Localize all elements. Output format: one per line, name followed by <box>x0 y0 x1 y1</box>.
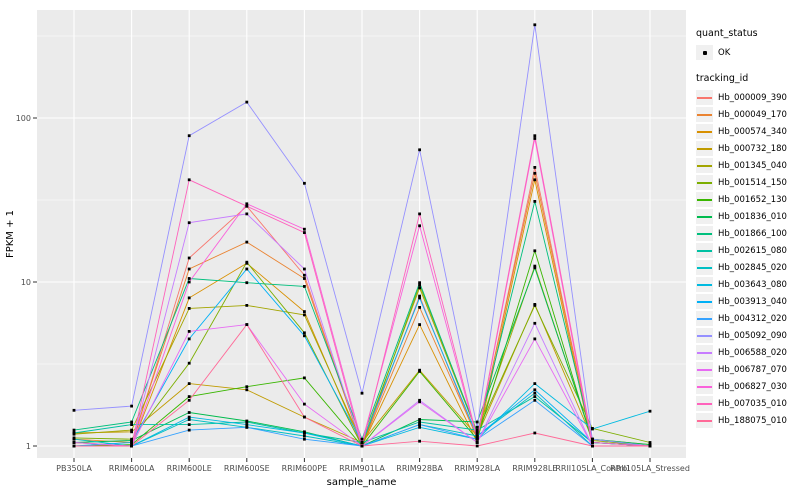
x-tick-label: RRIM600SE <box>224 464 270 473</box>
x-tick-label: RRIM600LE <box>167 464 212 473</box>
legend-label: Hb_006588_020 <box>718 347 787 358</box>
legend-item-Hb_006787_070: Hb_006787_070 <box>696 361 800 378</box>
y-axis-title: FPKM + 1 <box>5 210 16 258</box>
legend-label: Hb_001866_100 <box>718 228 787 239</box>
legend-label: Hb_000574_340 <box>718 126 787 137</box>
y-tick-label: 1 <box>26 442 31 451</box>
legend-tracking-id-items: Hb_000009_390 Hb_000049_170 Hb_000574_340 H… <box>696 89 800 429</box>
legend-label: Hb_003913_040 <box>718 296 787 307</box>
legend-label: Hb_001345_040 <box>718 160 787 171</box>
legend-line-swatch <box>696 90 713 105</box>
legend-label: Hb_002845_020 <box>718 262 787 273</box>
legend-label-ok: OK <box>718 47 731 58</box>
legend-item-Hb_003643_080: Hb_003643_080 <box>696 276 800 293</box>
legend-item-Hb_001836_010: Hb_001836_010 <box>696 208 800 225</box>
legend-item-Hb_006827_030: Hb_006827_030 <box>696 378 800 395</box>
legend-item-Hb_000574_340: Hb_000574_340 <box>696 123 800 140</box>
legend-item-Hb_000732_180: Hb_000732_180 <box>696 140 800 157</box>
legend-label: Hb_003643_080 <box>718 279 787 290</box>
legend-line-swatch <box>696 413 713 428</box>
legend-line-swatch <box>696 396 713 411</box>
legend-item-Hb_001652_130: Hb_001652_130 <box>696 191 800 208</box>
legend-line-swatch <box>696 277 713 292</box>
x-tick-label: RRIM928BA <box>396 464 443 473</box>
legend-line-swatch <box>696 141 713 156</box>
legend-label: Hb_005092_090 <box>718 330 787 341</box>
legend-label: Hb_001836_010 <box>718 211 787 222</box>
legend-item-Hb_005092_090: Hb_005092_090 <box>696 327 800 344</box>
legend-line-swatch <box>696 107 713 122</box>
legend-label: Hb_007035_010 <box>718 398 787 409</box>
legend-label: Hb_001652_130 <box>718 194 787 205</box>
legend-quant-status-title: quant_status <box>696 28 758 39</box>
x-tick-label: PB350LA <box>56 464 92 473</box>
legend-item-Hb_188075_010: Hb_188075_010 <box>696 412 800 429</box>
y-tick-label: 10 <box>21 278 31 287</box>
x-tick-label: RRIM600PE <box>282 464 328 473</box>
legend-line-swatch <box>696 243 713 258</box>
legend-line-swatch <box>696 260 713 275</box>
x-tick-label: RRIM600LA <box>109 464 155 473</box>
legend-label: Hb_002615_080 <box>718 245 787 256</box>
legend-line-swatch <box>696 328 713 343</box>
legend-item-Hb_002615_080: Hb_002615_080 <box>696 242 800 259</box>
axis-ticks <box>33 117 651 462</box>
legend-label: Hb_006787_070 <box>718 364 787 375</box>
legend-item-Hb_003913_040: Hb_003913_040 <box>696 293 800 310</box>
x-tick-label: RRII105LA_Control <box>555 464 629 473</box>
ok-point-icon <box>696 45 713 60</box>
legend-item-Hb_004312_020: Hb_004312_020 <box>696 310 800 327</box>
legend-line-swatch <box>696 379 713 394</box>
legend-line-swatch <box>696 209 713 224</box>
legend-item-Hb_002845_020: Hb_002845_020 <box>696 259 800 276</box>
legend-item-Hb_000049_170: Hb_000049_170 <box>696 106 800 123</box>
legend-label: Hb_000732_180 <box>718 143 787 154</box>
legend-item-Hb_001514_150: Hb_001514_150 <box>696 174 800 191</box>
x-tick-label: RRII105LA_Stressed <box>610 464 690 473</box>
legend-line-swatch <box>696 158 713 173</box>
legend-item-Hb_006588_020: Hb_006588_020 <box>696 344 800 361</box>
legend: quant_status OK tracking_id Hb_000009_39… <box>696 28 800 429</box>
x-tick-label: RRIM901LA <box>339 464 385 473</box>
legend-label: Hb_001514_150 <box>718 177 787 188</box>
legend-label: Hb_188075_010 <box>718 415 787 426</box>
legend-item-Hb_001345_040: Hb_001345_040 <box>696 157 800 174</box>
legend-line-swatch <box>696 192 713 207</box>
data-points <box>72 23 652 448</box>
legend-item-Hb_007035_010: Hb_007035_010 <box>696 395 800 412</box>
legend-line-swatch <box>696 362 713 377</box>
legend-label: Hb_000049_170 <box>718 109 787 120</box>
legend-tracking-id-title: tracking_id <box>696 73 749 84</box>
x-axis-title: sample_name <box>327 477 397 488</box>
legend-line-swatch <box>696 124 713 139</box>
y-tick-label: 100 <box>16 114 31 123</box>
x-tick-label: RRIM928LA <box>454 464 500 473</box>
legend-label: Hb_006827_030 <box>718 381 787 392</box>
legend-line-swatch <box>696 345 713 360</box>
legend-line-swatch <box>696 175 713 190</box>
legend-line-swatch <box>696 226 713 241</box>
legend-item-ok: OK <box>696 44 800 61</box>
legend-line-swatch <box>696 294 713 309</box>
legend-label: Hb_004312_020 <box>718 313 787 324</box>
legend-line-swatch <box>696 311 713 326</box>
legend-item-Hb_000009_390: Hb_000009_390 <box>696 89 800 106</box>
legend-label: Hb_000009_390 <box>718 92 787 103</box>
legend-item-Hb_001866_100: Hb_001866_100 <box>696 225 800 242</box>
x-tick-label: RRIM928LE <box>512 464 557 473</box>
